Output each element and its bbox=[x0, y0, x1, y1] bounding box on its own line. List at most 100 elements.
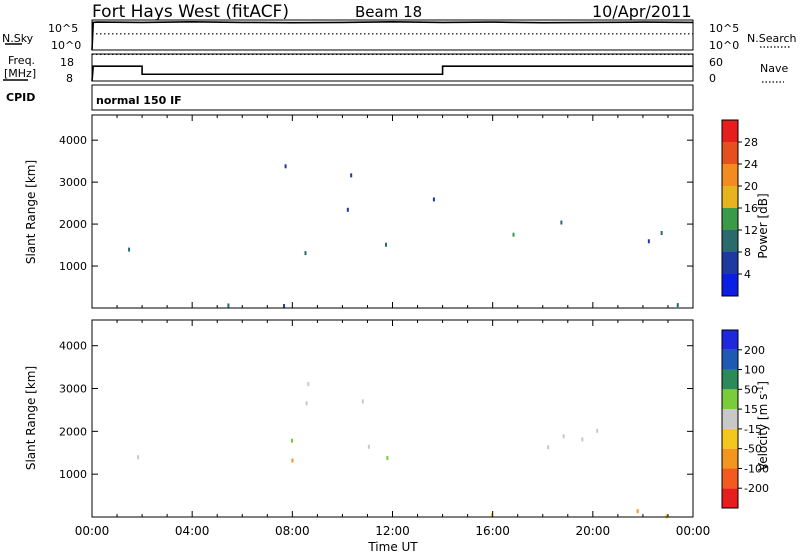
velocity-colorbar-swatch-8 bbox=[722, 330, 738, 350]
nave-label: Nave bbox=[760, 62, 788, 75]
power-cell-0 bbox=[128, 247, 131, 252]
velocity-cell-13 bbox=[665, 514, 668, 519]
x-tick-label-5: 20:00 bbox=[576, 524, 611, 538]
velocity-cell-1 bbox=[291, 458, 294, 463]
power-colorbar-swatch-5 bbox=[722, 164, 738, 186]
power-cell-6 bbox=[432, 197, 435, 202]
freq-tick-top: 18 bbox=[60, 56, 74, 69]
velocity-ytick-label-1000: 1000 bbox=[59, 468, 87, 481]
velocity-colorbar-swatch-4 bbox=[722, 409, 738, 429]
velocity-colorbar-tick-label-7: 200 bbox=[744, 344, 765, 357]
power-ylabel: Slant Range [km] bbox=[24, 160, 38, 264]
power-ytick-label-2000: 2000 bbox=[59, 218, 87, 231]
velocity-cell-4 bbox=[305, 401, 308, 406]
freq-traces bbox=[91, 53, 693, 82]
date-title: 10/Apr/2011 bbox=[592, 2, 692, 21]
x-tick-label-0: 00:00 bbox=[75, 524, 110, 538]
cpid-value: normal 150 IF bbox=[96, 94, 182, 107]
power-cell-2 bbox=[284, 164, 287, 169]
freq-unit-label: [MHz] bbox=[4, 67, 36, 80]
nsky-label: N.Sky bbox=[2, 32, 34, 45]
velocity-cell-3 bbox=[307, 382, 310, 387]
velocity-colorbar-tick-label-3: -15 bbox=[744, 423, 762, 436]
power-ytick-label-4000: 4000 bbox=[59, 134, 87, 147]
velocity-scatter-cells bbox=[137, 382, 668, 519]
velocity-cell-0 bbox=[137, 455, 140, 460]
power-cell-1 bbox=[304, 251, 307, 256]
power-colorbar-swatch-4 bbox=[722, 186, 738, 208]
x-tick-label-4: 16:00 bbox=[475, 524, 510, 538]
power-panel-frame bbox=[91, 114, 694, 309]
station-title: Fort Hays West (fitACF) bbox=[92, 2, 289, 22]
power-cell-10 bbox=[647, 239, 650, 244]
freq-tick-bottom: 8 bbox=[66, 72, 73, 85]
velocity-cell-2 bbox=[290, 438, 293, 443]
velocity-colorbar-tick-label-0: -200 bbox=[744, 482, 769, 495]
velocity-colorbar-tick-label-1: -100 bbox=[744, 462, 769, 475]
velocity-colorbar-swatch-5 bbox=[722, 389, 738, 410]
nsearch-label: N.Search bbox=[747, 32, 797, 45]
x-tick-label-1: 04:00 bbox=[175, 524, 210, 538]
velocity-colorbar-title: Velocity [m s-1] bbox=[756, 381, 771, 471]
power-cell-12 bbox=[676, 303, 679, 308]
nsearch-tick-top: 10^5 bbox=[709, 22, 739, 35]
power-cell-13 bbox=[227, 303, 230, 308]
power-colorbar-tick-label-4: 20 bbox=[744, 180, 758, 193]
power-colorbar-title: Power [dB] bbox=[756, 193, 770, 258]
power-cell-7 bbox=[560, 220, 563, 225]
nave-tick-top: 60 bbox=[709, 56, 723, 69]
cpid-label: CPID bbox=[6, 91, 35, 104]
power-colorbar-tick-label-2: 12 bbox=[744, 224, 758, 237]
velocity-cell-10 bbox=[596, 428, 599, 433]
power-colorbar-tick-label-6: 28 bbox=[744, 136, 758, 149]
velocity-colorbar-tick-label-4: 15 bbox=[744, 403, 758, 416]
power-axes: 1000 2000 3000 4000 bbox=[59, 115, 694, 308]
x-tick-label-6: 00:00 bbox=[676, 524, 711, 538]
x-axis-label: Time UT bbox=[367, 540, 418, 554]
velocity-ytick-label-4000: 4000 bbox=[59, 340, 87, 353]
velocity-cell-6 bbox=[386, 455, 389, 460]
velocity-ytick-label-3000: 3000 bbox=[59, 383, 87, 396]
nsky-tick-bottom: 10^0 bbox=[51, 39, 81, 52]
velocity-colorbar-swatch-7 bbox=[722, 349, 738, 370]
velocity-colorbar-tick-label-6: 100 bbox=[744, 364, 765, 377]
power-cell-4 bbox=[346, 207, 349, 212]
power-colorbar-tick-label-0: 4 bbox=[744, 268, 751, 281]
velocity-colorbar-tick-label-5: 50 bbox=[744, 383, 758, 396]
velocity-cell-12 bbox=[490, 513, 493, 518]
velocity-ytick-label-2000: 2000 bbox=[59, 425, 87, 438]
velocity-ylabel: Slant Range [km] bbox=[24, 366, 38, 470]
power-cell-11 bbox=[283, 304, 286, 309]
nsky-traces bbox=[91, 20, 694, 51]
nsky-series-line-0 bbox=[91, 20, 694, 51]
power-colorbar-tick-label-5: 24 bbox=[744, 158, 758, 171]
power-colorbar-swatch-2 bbox=[722, 230, 738, 252]
nsky-panel-frame bbox=[91, 19, 694, 51]
x-tick-label-3: 12:00 bbox=[375, 524, 410, 538]
nsearch-tick-bottom: 10^0 bbox=[709, 39, 739, 52]
power-ytick-label-1000: 1000 bbox=[59, 260, 87, 273]
freq-series-line-0 bbox=[91, 65, 693, 82]
velocity-colorbar-swatch-3 bbox=[722, 428, 738, 449]
velocity-panel-frame bbox=[91, 319, 694, 518]
nsky-tick-top: 10^5 bbox=[48, 22, 78, 35]
power-colorbar: 4 8 12 16 20 24 28 bbox=[721, 119, 758, 297]
velocity-colorbar-swatch-2 bbox=[722, 448, 738, 469]
power-cell-9 bbox=[660, 230, 663, 235]
velocity-cell-9 bbox=[562, 434, 565, 439]
power-colorbar-tick-label-1: 8 bbox=[744, 246, 751, 259]
x-tick-labels: 00:00 04:00 08:00 12:00 16:00 20:00 00:00 bbox=[75, 524, 711, 538]
x-tick-label-2: 08:00 bbox=[275, 524, 310, 538]
velocity-colorbar: -200 -100 -50 -15 15 50 100 200 bbox=[721, 329, 769, 509]
velocity-cell-11 bbox=[581, 437, 584, 442]
power-cell-5 bbox=[385, 242, 388, 247]
velocity-cell-7 bbox=[367, 444, 370, 449]
power-colorbar-swatch-3 bbox=[722, 208, 738, 230]
velocity-colorbar-swatch-1 bbox=[722, 468, 738, 489]
power-colorbar-swatch-0 bbox=[722, 274, 738, 296]
power-ytick-label-3000: 3000 bbox=[59, 176, 87, 189]
freq-label: Freq. bbox=[8, 54, 35, 67]
power-colorbar-tick-label-3: 16 bbox=[744, 202, 758, 215]
